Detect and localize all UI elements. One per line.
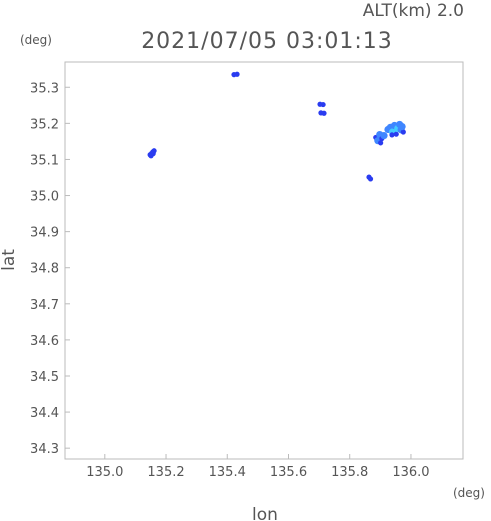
echo-point bbox=[234, 71, 240, 77]
y-tick-label: 35.2 bbox=[30, 117, 59, 132]
y-tick-label: 35.3 bbox=[30, 81, 59, 96]
echo-point bbox=[389, 132, 395, 138]
echo-point bbox=[380, 132, 388, 140]
y-tick-label: 35.1 bbox=[30, 153, 59, 168]
echo-points bbox=[147, 71, 406, 182]
y-tick-label: 34.7 bbox=[30, 298, 59, 313]
y-tick-label: 34.5 bbox=[30, 370, 59, 385]
y-tick-label: 34.6 bbox=[30, 334, 59, 349]
echo-point bbox=[321, 110, 327, 116]
plot-frame bbox=[64, 61, 464, 460]
echo-point bbox=[378, 140, 384, 146]
x-tick-label: 136.0 bbox=[392, 465, 429, 480]
x-tick-label: 135.2 bbox=[147, 465, 184, 480]
y-unit-label: (deg) bbox=[20, 33, 52, 47]
y-tick-label: 34.8 bbox=[30, 262, 59, 277]
x-unit-label: (deg) bbox=[453, 486, 485, 500]
altitude-label: ALT(km) 2.0 bbox=[363, 1, 464, 21]
echo-point bbox=[393, 131, 399, 137]
echo-point bbox=[320, 101, 326, 108]
y-tick-label: 34.4 bbox=[30, 406, 59, 421]
x-tick-label: 135.4 bbox=[209, 465, 246, 480]
x-axis-label: lon bbox=[252, 505, 278, 521]
y-tick-label: 35.0 bbox=[30, 190, 59, 205]
axis-ticks: 135.0 135.2 135.4 135.6 135.8 136.0 34.3 34.4 34… bbox=[30, 81, 430, 480]
chart-title: 2021/07/05 03:01:13 bbox=[141, 29, 393, 54]
echo-point bbox=[150, 151, 156, 157]
x-tick-label: 135.6 bbox=[270, 465, 307, 480]
echo-point bbox=[400, 129, 406, 135]
y-axis-label: lat bbox=[0, 249, 19, 271]
y-tick-label: 34.9 bbox=[30, 226, 59, 241]
x-tick-label: 135.8 bbox=[331, 465, 368, 480]
y-tick-label: 34.3 bbox=[30, 442, 59, 457]
x-tick-label: 135.0 bbox=[86, 465, 123, 480]
echo-point bbox=[367, 176, 374, 182]
echo-point bbox=[398, 123, 406, 131]
